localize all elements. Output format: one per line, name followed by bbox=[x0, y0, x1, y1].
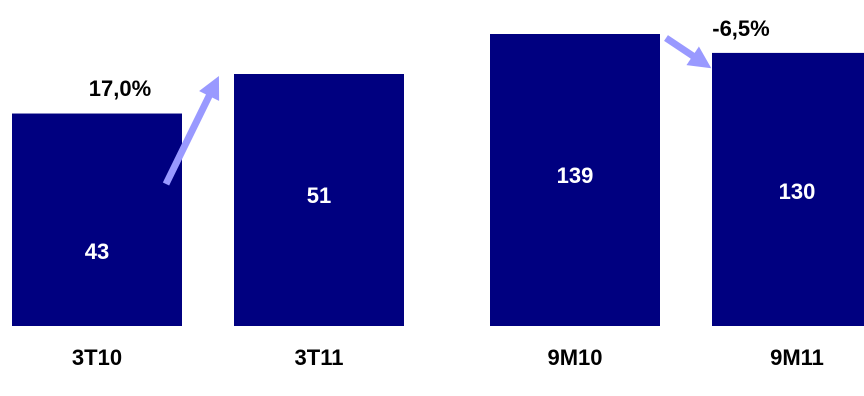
category-label-9m11: 9M11 bbox=[770, 345, 824, 370]
change-arrow-down bbox=[664, 35, 712, 69]
change-percent-1: 17,0% bbox=[89, 76, 151, 101]
category-label-9m10: 9M10 bbox=[547, 345, 602, 370]
change-percent-2: -6,5% bbox=[712, 16, 769, 41]
bar-9m11 bbox=[712, 52, 864, 327]
change-arrow-up bbox=[162, 75, 220, 186]
value-label-3t10: 43 bbox=[85, 239, 109, 264]
bar-3t11 bbox=[234, 74, 404, 326]
category-label-3t10: 3T10 bbox=[72, 345, 122, 370]
value-label-3t11: 51 bbox=[307, 183, 331, 208]
value-label-9m11: 130 bbox=[779, 179, 816, 204]
value-label-9m10: 139 bbox=[557, 163, 594, 188]
category-label-3t11: 3T11 bbox=[295, 345, 344, 370]
bar-9m10 bbox=[490, 34, 660, 326]
bar-3t10 bbox=[12, 113, 182, 326]
